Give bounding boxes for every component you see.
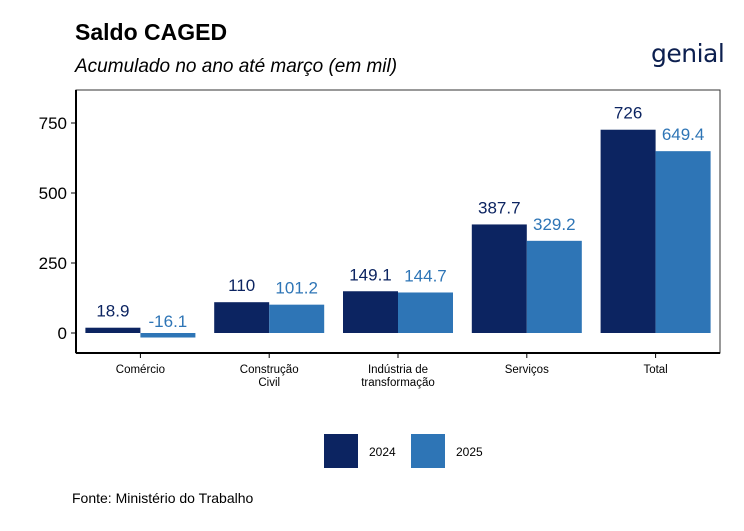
data-label-2025-4: 649.4	[662, 125, 705, 144]
x-tick-label: Indústria de	[368, 364, 428, 376]
chart-title: Saldo CAGED	[75, 19, 228, 45]
legend-label-2024: 2024	[369, 445, 396, 459]
source-note: Fonte: Ministério do Trabalho	[72, 490, 254, 506]
bar-2025-0	[140, 333, 196, 338]
x-tick-label: Serviços	[505, 364, 549, 376]
y-tick-label: 750	[39, 114, 67, 133]
chart-subtitle: Acumulado no ano até março (em mil)	[75, 56, 398, 77]
bar-2025-4	[655, 151, 711, 333]
bar-2024-0	[85, 327, 141, 333]
bar-2025-2	[398, 292, 453, 333]
data-label-2025-3: 329.2	[533, 215, 576, 234]
legend-swatch-2025	[411, 434, 445, 468]
legend-label-2025: 2025	[456, 445, 483, 459]
data-label-2025-1: 101.2	[275, 279, 318, 298]
x-tick-label: Comércio	[116, 364, 165, 376]
brand-logo: genial	[651, 39, 725, 68]
data-label-2025-2: 144.7	[404, 266, 447, 285]
bar-2024-4	[600, 129, 656, 333]
x-tick-label: Civil	[258, 377, 280, 389]
bar-2024-2	[343, 291, 398, 333]
bar-2024-1	[214, 302, 270, 333]
bar-2025-3	[526, 240, 582, 333]
data-label-2024-4: 726	[614, 104, 642, 123]
x-tick-label: transformação	[361, 377, 435, 389]
legend-swatch-2024	[324, 434, 358, 468]
x-tick-label: Total	[643, 364, 667, 376]
bar-2025-1	[269, 304, 325, 333]
data-label-2024-2: 149.1	[349, 265, 392, 284]
y-tick-label: 250	[39, 254, 67, 273]
data-label-2024-3: 387.7	[478, 198, 521, 217]
bar-2024-3	[471, 224, 527, 333]
x-tick-label: Construção	[240, 364, 299, 376]
data-label-2024-0: 18.9	[96, 302, 129, 321]
y-tick-label: 500	[39, 184, 67, 203]
data-label-2025-0: -16.1	[149, 312, 188, 331]
data-label-2024-1: 110	[228, 276, 255, 295]
y-tick-label: 0	[58, 324, 67, 343]
bar-chart: 0 250 500 750 18.9 -16.1 Comércio 110 101.2 Const…	[39, 89, 721, 468]
